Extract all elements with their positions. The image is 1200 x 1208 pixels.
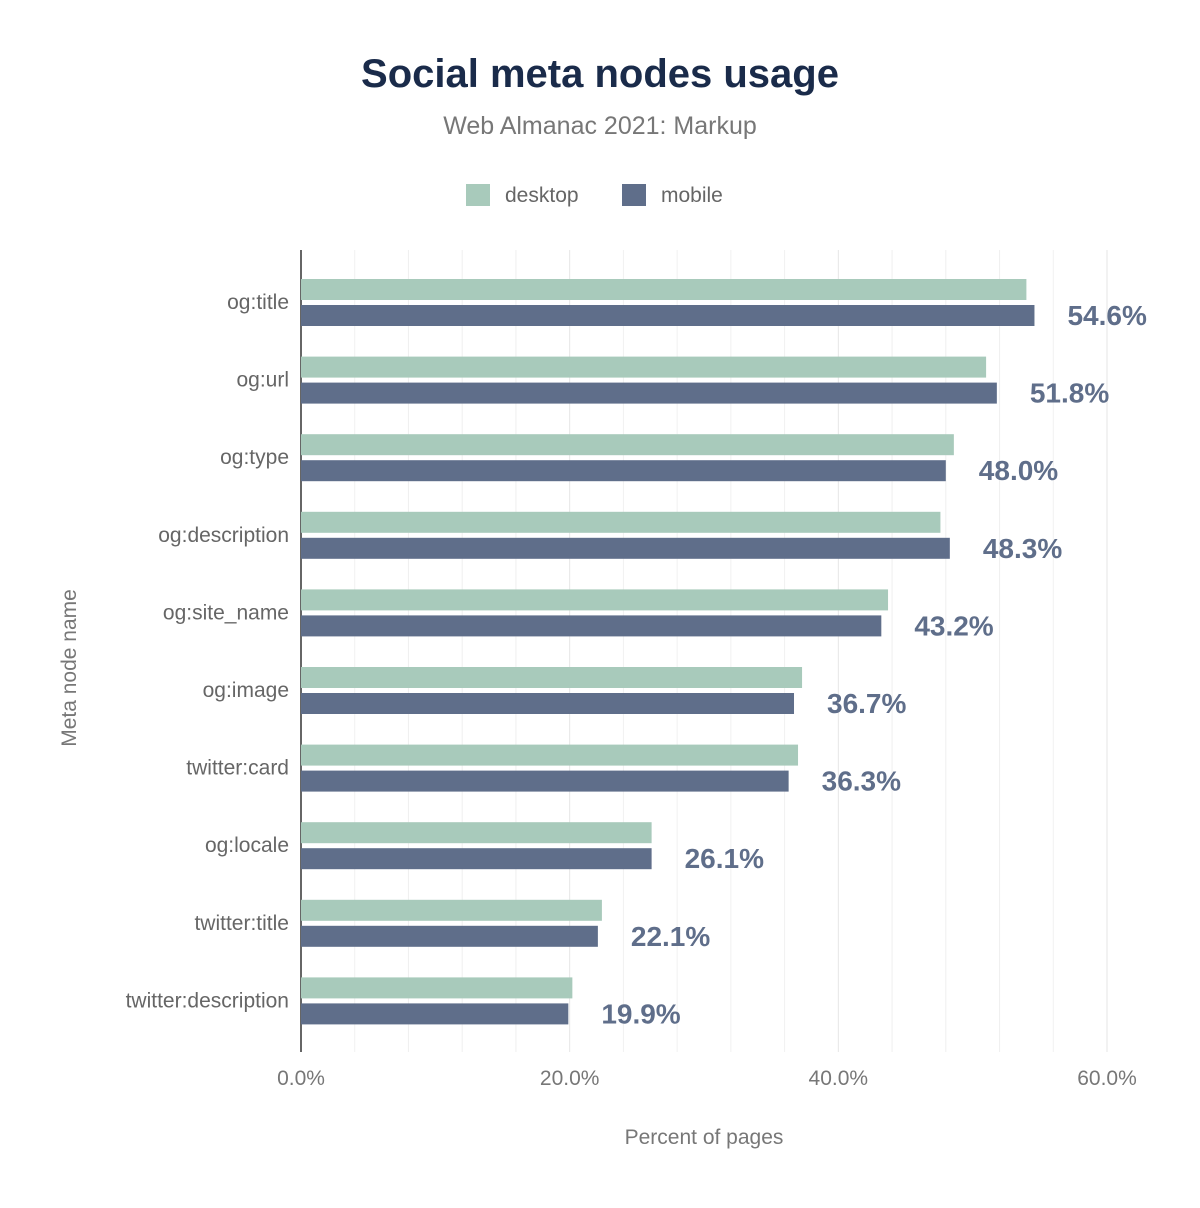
category-label: og:site_name bbox=[163, 601, 289, 624]
bar-desktop bbox=[301, 589, 889, 611]
category-label: twitter:card bbox=[186, 757, 289, 780]
bar-desktop bbox=[301, 899, 602, 921]
bar-desktop bbox=[301, 356, 987, 378]
chart-title: Social meta nodes usage bbox=[361, 52, 839, 96]
category-label: twitter:title bbox=[194, 912, 289, 935]
bar-mobile bbox=[301, 460, 946, 482]
bar-desktop bbox=[301, 279, 1027, 300]
category-label: og:url bbox=[236, 369, 289, 392]
bar-desktop bbox=[301, 667, 803, 688]
data-label: 43.2% bbox=[914, 610, 993, 641]
bar-desktop bbox=[301, 977, 573, 999]
category-label: og:title bbox=[227, 291, 289, 314]
category-label: og:type bbox=[220, 446, 289, 469]
category-label: og:description bbox=[158, 524, 289, 547]
x-tick-label: 40.0% bbox=[809, 1067, 869, 1090]
legend-label-desktop: desktop bbox=[505, 184, 579, 207]
bar-desktop bbox=[301, 822, 652, 844]
x-axis-label: Percent of pages bbox=[625, 1126, 784, 1149]
legend-swatch-desktop bbox=[466, 184, 490, 206]
data-label: 54.6% bbox=[1067, 300, 1146, 331]
chart-subtitle: Web Almanac 2021: Markup bbox=[443, 112, 757, 140]
x-tick-label: 0.0% bbox=[277, 1067, 325, 1090]
legend-swatch-mobile bbox=[622, 184, 646, 206]
category-label: og:image bbox=[203, 679, 289, 702]
data-label: 19.9% bbox=[601, 998, 680, 1029]
bar-mobile bbox=[301, 1003, 569, 1025]
x-tick-label: 60.0% bbox=[1077, 1067, 1137, 1090]
data-label: 48.0% bbox=[979, 455, 1058, 486]
bar-mobile bbox=[301, 848, 652, 870]
data-label: 26.1% bbox=[685, 843, 764, 874]
bar-desktop bbox=[301, 511, 941, 533]
bar-mobile bbox=[301, 770, 789, 792]
bar-mobile bbox=[301, 693, 795, 714]
bar-mobile bbox=[301, 615, 882, 637]
category-label: twitter:description bbox=[126, 989, 289, 1012]
y-axis-label: Meta node name bbox=[58, 589, 81, 747]
bar-desktop bbox=[301, 744, 799, 766]
category-label: og:locale bbox=[205, 834, 289, 857]
bar-mobile bbox=[301, 925, 598, 947]
data-label: 48.3% bbox=[983, 533, 1062, 564]
data-label: 36.3% bbox=[822, 766, 901, 797]
x-tick-label: 20.0% bbox=[540, 1067, 600, 1090]
data-label: 22.1% bbox=[631, 921, 710, 952]
data-label: 51.8% bbox=[1030, 378, 1109, 409]
bar-mobile bbox=[301, 382, 997, 404]
bar-desktop bbox=[301, 434, 954, 456]
bar-mobile bbox=[301, 537, 950, 559]
legend-label-mobile: mobile bbox=[661, 184, 723, 207]
data-label: 36.7% bbox=[827, 688, 906, 719]
bar-mobile bbox=[301, 305, 1035, 326]
